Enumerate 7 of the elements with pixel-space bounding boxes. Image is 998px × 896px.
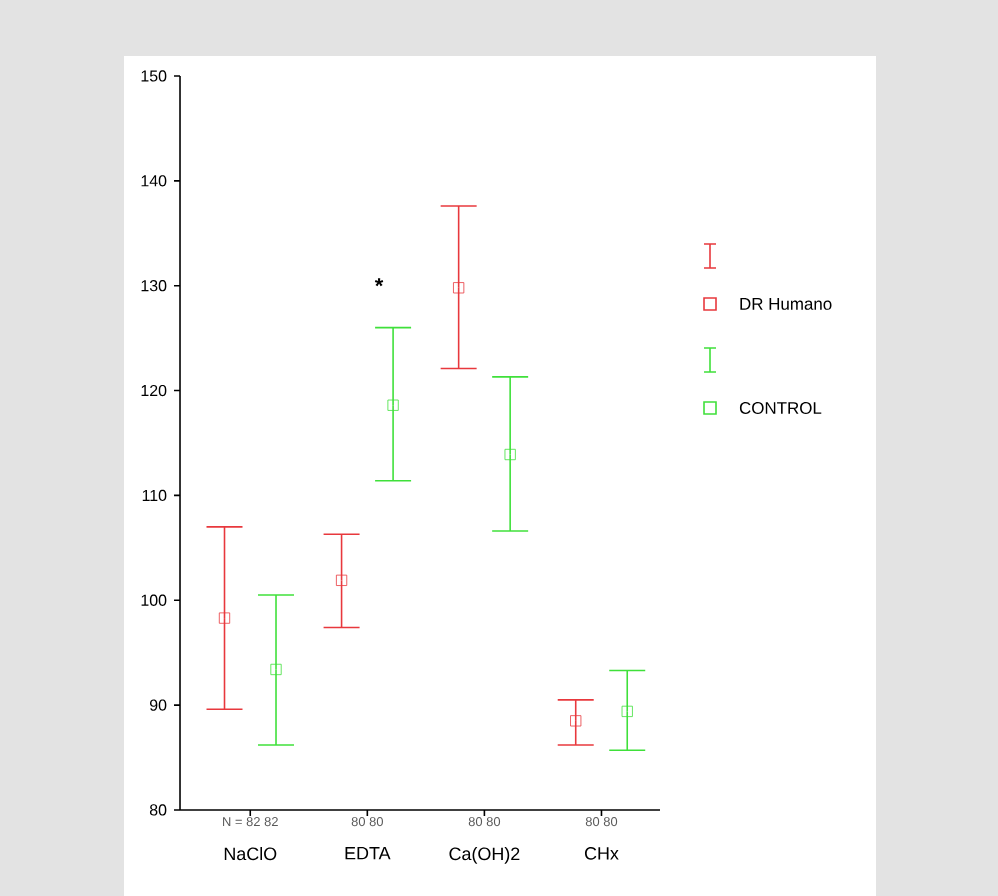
x-tick-label: Ca(OH)2 (449, 847, 520, 864)
x-tick-label: CHx (584, 847, 619, 860)
legend-label: DR Humano (740, 298, 832, 310)
x-tick-label: EDTA (345, 847, 391, 860)
annotation: * (374, 278, 384, 287)
legend-label: CONTROL (739, 401, 822, 414)
x-tick-label: NaClO (224, 847, 277, 861)
